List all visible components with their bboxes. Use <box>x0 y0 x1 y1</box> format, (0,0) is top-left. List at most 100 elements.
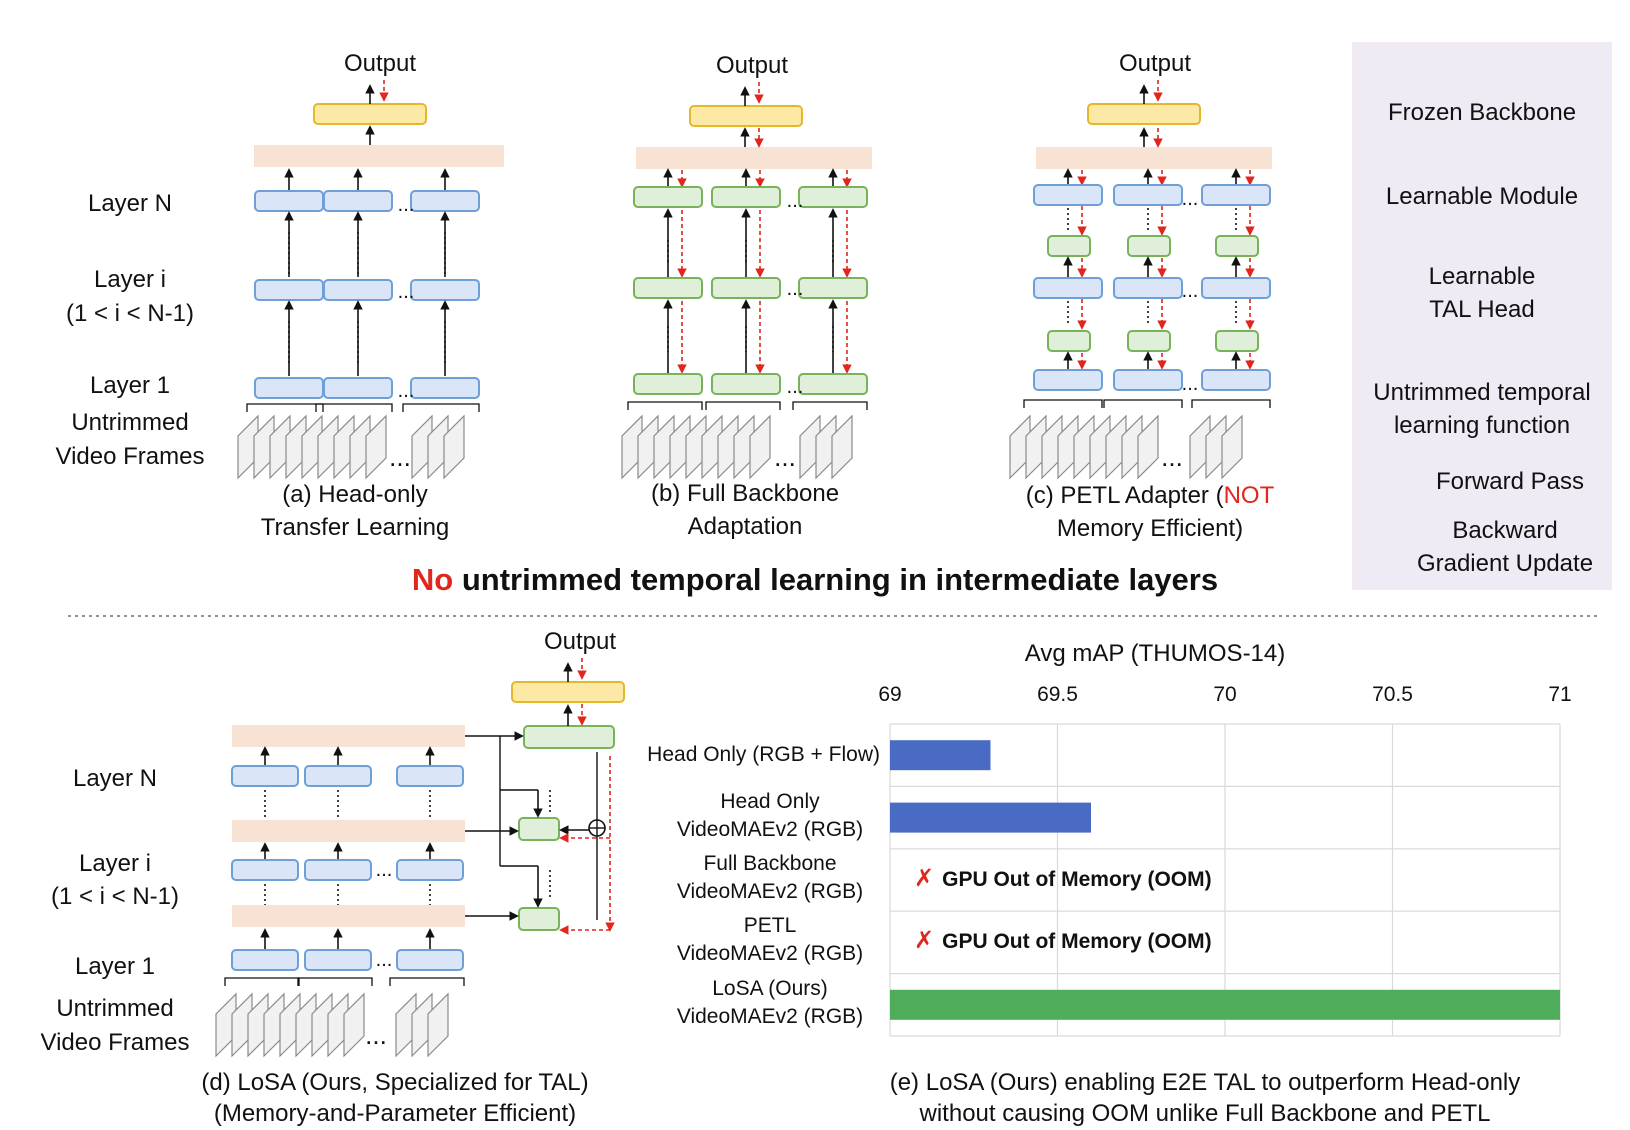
panel-c-caption-prefix: (c) PETL Adapter ( <box>1025 482 1224 509</box>
chart-oom-label-3: ✗ GPU Out of Memory (OOM) <box>914 926 1212 955</box>
panel-b-layer-1-block-0 <box>633 373 703 395</box>
oom-x-icon: ✗ <box>914 927 935 955</box>
panel-c-temporal-band <box>1036 147 1272 169</box>
legend-temporal-label-line2: learning function <box>1393 412 1571 439</box>
panel-b-frame-6 <box>717 414 739 480</box>
panel-a-layer-1-block-0 <box>254 377 324 399</box>
top-layer-n-label: Layer N <box>87 190 173 217</box>
panel-c-tail-frame-2 <box>1221 414 1243 480</box>
panel-c-layer-i-block-1 <box>1113 277 1183 299</box>
panel-c-layer-n-block-0 <box>1033 184 1103 206</box>
panel-d-brace-2 <box>389 977 465 986</box>
panel-b-frame-8 <box>749 414 771 480</box>
panel-d-layer-i-block-0 <box>231 859 299 881</box>
panel-b-frame-2 <box>653 414 675 480</box>
panel-a-frame-3 <box>285 414 307 480</box>
panel-c-tail-frame-0 <box>1189 414 1211 480</box>
panel-c-layer-1-block-0 <box>1033 369 1103 391</box>
panel-d-ellipsis-i: ... <box>376 859 393 881</box>
panel-a-frame-1 <box>253 414 275 480</box>
panel-b-brace-2 <box>792 401 868 410</box>
panel-b-layer-1-block-2 <box>798 373 868 395</box>
bottom-frames-label-line2: Video Frames <box>40 1029 190 1056</box>
legend-tal-head-label-line1: Learnable <box>1428 263 1536 290</box>
panel-d-band-n <box>232 725 465 747</box>
panel-c-adapter-lower-0 <box>1047 330 1091 352</box>
panel-b-layer-i-block-2 <box>798 277 868 299</box>
panel-b-layer-n-block-2 <box>798 186 868 208</box>
panel-b-frame-5 <box>701 414 723 480</box>
panel-d-frame-3 <box>263 992 285 1058</box>
panel-b-layer-i-block-0 <box>633 277 703 299</box>
bottom-frames-label-line1: Untrimmed <box>56 995 174 1022</box>
top-layer-i-range-label: (1 < i < N-1) <box>65 300 195 327</box>
headline: No untrimmed temporal learning in interm… <box>0 562 1630 598</box>
panel-d-layer-i-block-2 <box>396 859 464 881</box>
panel-e-caption-line1: (e) LoSA (Ours) enabling E2E TAL to outp… <box>889 1069 1521 1096</box>
panel-a-layer-n-block-2 <box>410 190 480 212</box>
panel-a-layer-1-block-2 <box>410 377 480 399</box>
panel-b-tail-frame-1 <box>815 414 837 480</box>
panel-d-top-learnable <box>523 725 615 749</box>
panel-a-tal-head <box>313 103 427 125</box>
panel-d-tal-head <box>511 681 625 703</box>
chart-category-line2: VideoMAEv2 (RGB) <box>676 880 864 903</box>
panel-b-output-label: Output <box>715 52 789 79</box>
panel-d-frame-5 <box>295 992 317 1058</box>
chart-category-label-4: LoSA (Ours) VideoMAEv2 (RGB) <box>660 975 880 1031</box>
chart-title: Avg mAP (THUMOS-14) <box>1024 640 1286 667</box>
panel-d-layer-1-block-2 <box>396 949 464 971</box>
panel-a-output-label: Output <box>343 50 417 77</box>
panel-c-frame-8 <box>1137 414 1159 480</box>
panel-c-frame-3 <box>1057 414 1079 480</box>
panel-c-caption-not: NOT <box>1223 482 1275 509</box>
legend-backward-label-line1: Backward <box>1452 517 1558 544</box>
panel-b-frame-0 <box>621 414 643 480</box>
panel-a-brace-2 <box>402 403 480 412</box>
panel-c-frame-7 <box>1121 414 1143 480</box>
panel-b-frame-4 <box>685 414 707 480</box>
panel-c-brace-0 <box>1023 399 1103 408</box>
panel-a-ellipsis-n: ... <box>398 194 415 216</box>
panel-a-tail-frame-0 <box>411 414 433 480</box>
panel-a-frame-2 <box>269 414 291 480</box>
panel-b-ellipsis-n: ... <box>787 190 804 212</box>
top-frames-label-line1: Untrimmed <box>71 409 189 436</box>
panel-d-output-label: Output <box>543 628 617 655</box>
chart-tick-label-3: 70.5 <box>1372 683 1413 706</box>
panel-a-frame-8 <box>365 414 387 480</box>
panel-c-adapter-lower-1 <box>1127 330 1171 352</box>
panel-d-frames-ellipsis: ... <box>365 1020 387 1050</box>
panel-d-layer-n-block-2 <box>396 765 464 787</box>
panel-d-brace-0 <box>224 977 300 986</box>
chart-category-label-3: PETL VideoMAEv2 (RGB) <box>660 912 880 968</box>
panel-d-band-i <box>232 820 465 842</box>
panel-a-ellipsis-i: ... <box>398 281 415 303</box>
panel-a-layer-i-block-2 <box>410 279 480 301</box>
panel-c-layer-1-block-1 <box>1113 369 1183 391</box>
panel-c-tal-head <box>1087 103 1201 125</box>
legend-panel <box>1352 42 1612 590</box>
panel-d-layer-n-block-0 <box>231 765 299 787</box>
bottom-layer-i-range-label: (1 < i < N-1) <box>50 883 180 910</box>
chart-bar-4 <box>890 989 1560 1020</box>
panel-c-frame-2 <box>1041 414 1063 480</box>
panel-a-layer-n-block-1 <box>323 190 393 212</box>
chart-category-line1: PETL <box>743 914 797 938</box>
panel-b-layer-n-block-1 <box>711 186 781 208</box>
panel-a-frame-7 <box>349 414 371 480</box>
panel-d-tail-frame-2 <box>427 992 449 1058</box>
panel-d-layer-n-block-1 <box>304 765 372 787</box>
chart-tick-label-0: 69 <box>878 683 902 706</box>
panel-d-frame-8 <box>343 992 365 1058</box>
panel-c-layer-i-block-0 <box>1033 277 1103 299</box>
panel-b-tail-frame-2 <box>831 414 853 480</box>
panel-b-frame-7 <box>733 414 755 480</box>
panel-b-layer-i-block-1 <box>711 277 781 299</box>
panel-b-ellipsis-i: ... <box>787 278 804 300</box>
panel-b-layer-1-block-1 <box>711 373 781 395</box>
panel-d-layer-i-block-1 <box>304 859 372 881</box>
panel-c-tail-frame-1 <box>1205 414 1227 480</box>
headline-rest: untrimmed temporal learning in intermedi… <box>453 562 1219 597</box>
